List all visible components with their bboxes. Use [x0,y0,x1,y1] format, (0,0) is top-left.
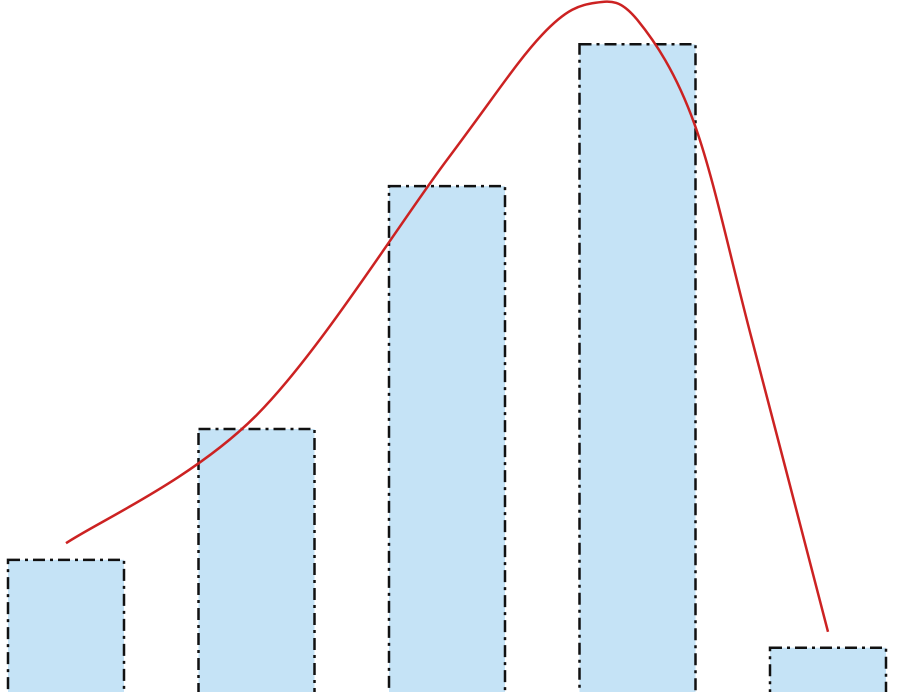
bar-1 [6,558,126,692]
bar-3 [387,184,507,692]
fit-curve [65,0,830,633]
curve-line [65,0,830,633]
bar-4 [578,43,697,692]
bar-5 [768,646,888,692]
bar-2 [197,427,316,692]
bars [6,43,888,692]
